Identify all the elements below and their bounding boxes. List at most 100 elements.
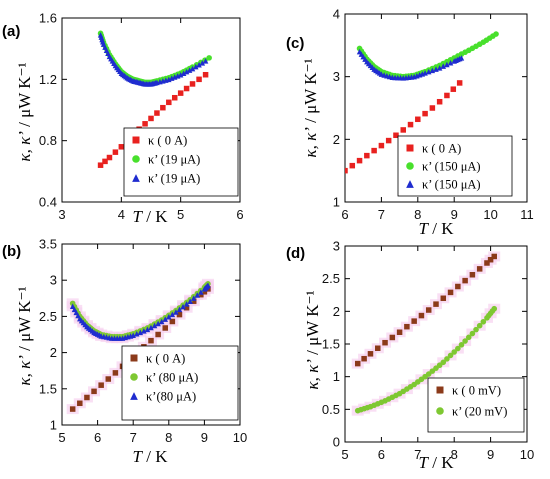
data-point	[183, 68, 190, 75]
data-point	[201, 289, 208, 295]
x-tick-label: 6	[94, 430, 101, 445]
x-tick-label: 11	[520, 207, 534, 222]
data-point	[69, 406, 76, 412]
data-point	[440, 359, 447, 366]
y-tick-label: 3.5	[39, 237, 57, 252]
data-point	[106, 154, 113, 161]
data-point	[176, 311, 183, 318]
legend-marker	[406, 162, 414, 170]
data-point	[356, 157, 363, 164]
legend-label: κ’ (80 μA)	[146, 371, 198, 385]
chart-panel: 5 6 7 8 9 10 1 1.5 2 2.5 3 3.5 (b) T / K κ, κ’ / μW K⁻…	[2, 237, 247, 467]
x-tick-label: 7	[414, 447, 421, 462]
data-point	[465, 334, 472, 341]
legend: κ ( 0 mV) κ’ (20 mV)	[427, 377, 525, 433]
data-point	[112, 149, 119, 155]
data-point	[371, 147, 377, 154]
x-tick-label: 6	[236, 207, 243, 222]
chart-panel: 5 6 7 8 9 10 0 0.5 1 1.5 2 2.5 3 (d) T / K κ, κ’ / μW K…	[286, 239, 534, 473]
x-tick-label: 9	[201, 430, 208, 445]
data-point	[361, 355, 367, 362]
data-point	[345, 167, 348, 174]
legend-marker	[132, 174, 140, 182]
data-point	[151, 322, 158, 329]
x-tick-label: 8	[451, 447, 458, 462]
data-point	[440, 295, 447, 302]
data-point	[141, 328, 147, 334]
data-point	[393, 132, 399, 139]
data-layer	[351, 251, 501, 416]
data-point	[418, 312, 425, 319]
x-tick-label: 8	[165, 430, 172, 445]
data-point	[162, 325, 168, 331]
data-point	[193, 63, 199, 70]
data-point	[440, 63, 447, 69]
data-point	[169, 318, 176, 325]
x-tick-label: 10	[520, 447, 534, 462]
data-point	[411, 318, 417, 324]
data-point	[183, 85, 190, 92]
legend-box	[397, 135, 513, 197]
x-tick-label: 5	[58, 430, 65, 445]
data-point	[169, 311, 176, 318]
y-tick-label: 1.5	[322, 337, 340, 352]
data-point	[189, 81, 196, 87]
legend-label: κ’ (19 μA)	[148, 172, 200, 186]
legend-marker	[436, 407, 444, 415]
legend-label: κ ( 0 A)	[148, 134, 187, 148]
data-point	[180, 70, 187, 76]
data-point	[389, 334, 396, 341]
data-point	[102, 158, 108, 165]
data-point	[455, 345, 461, 352]
data-point	[451, 349, 458, 355]
legend-box	[121, 345, 239, 421]
y-tick-label: 1	[333, 369, 340, 384]
data-point	[142, 121, 148, 127]
data-point	[458, 55, 465, 61]
legend-label: κ’ (19 μA)	[148, 153, 200, 167]
data-point	[118, 144, 125, 150]
data-point	[469, 271, 476, 278]
data-point	[98, 382, 104, 388]
data-layer	[97, 30, 212, 168]
legend-label: κ’ (150 μA)	[422, 178, 481, 192]
legend-marker	[130, 354, 138, 362]
series-triangle	[97, 32, 209, 87]
x-tick-label: 4	[118, 207, 125, 222]
data-point	[205, 282, 211, 289]
legend: κ ( 0 A) κ’ (150 μA) κ’ (150 μA)	[397, 135, 513, 197]
data-point	[364, 152, 370, 159]
series-circle	[354, 305, 498, 414]
chart-panel: 3 4 5 6 0.4 0.8 1.2 1.6 (a) T / K κ, κ’ / μW K⁻¹ κ …	[2, 11, 244, 227]
data-point	[155, 331, 161, 338]
data-point	[91, 388, 97, 395]
data-point	[436, 65, 443, 71]
data-point	[134, 331, 140, 337]
legend: κ ( 0 A) κ’ (80 μA) κ’(80 μA)	[121, 345, 239, 421]
data-point	[173, 309, 179, 315]
y-tick-label: 2	[50, 345, 57, 360]
legend-label: κ ( 0 A)	[146, 352, 185, 366]
data-point	[367, 351, 374, 357]
data-point	[148, 324, 154, 331]
data-point	[462, 338, 468, 344]
x-axis-label: T / K	[419, 219, 455, 238]
data-point	[400, 127, 406, 133]
legend-marker	[132, 155, 140, 163]
y-tick-label: 2.5	[39, 309, 57, 324]
x-axis-label: T / K	[133, 447, 169, 466]
data-point	[425, 307, 432, 313]
data-point	[199, 60, 206, 66]
y-tick-label: 3	[333, 69, 340, 84]
data-point	[444, 61, 450, 68]
series-square	[345, 80, 463, 174]
y-tick-label: 0.8	[39, 133, 57, 148]
x-tick-label: 9	[487, 447, 494, 462]
x-tick-label: 6	[378, 447, 385, 462]
data-point	[436, 98, 443, 105]
data-point	[450, 86, 457, 92]
data-point	[422, 110, 428, 117]
x-axis-label: T / K	[133, 207, 169, 226]
data-point	[396, 329, 403, 335]
